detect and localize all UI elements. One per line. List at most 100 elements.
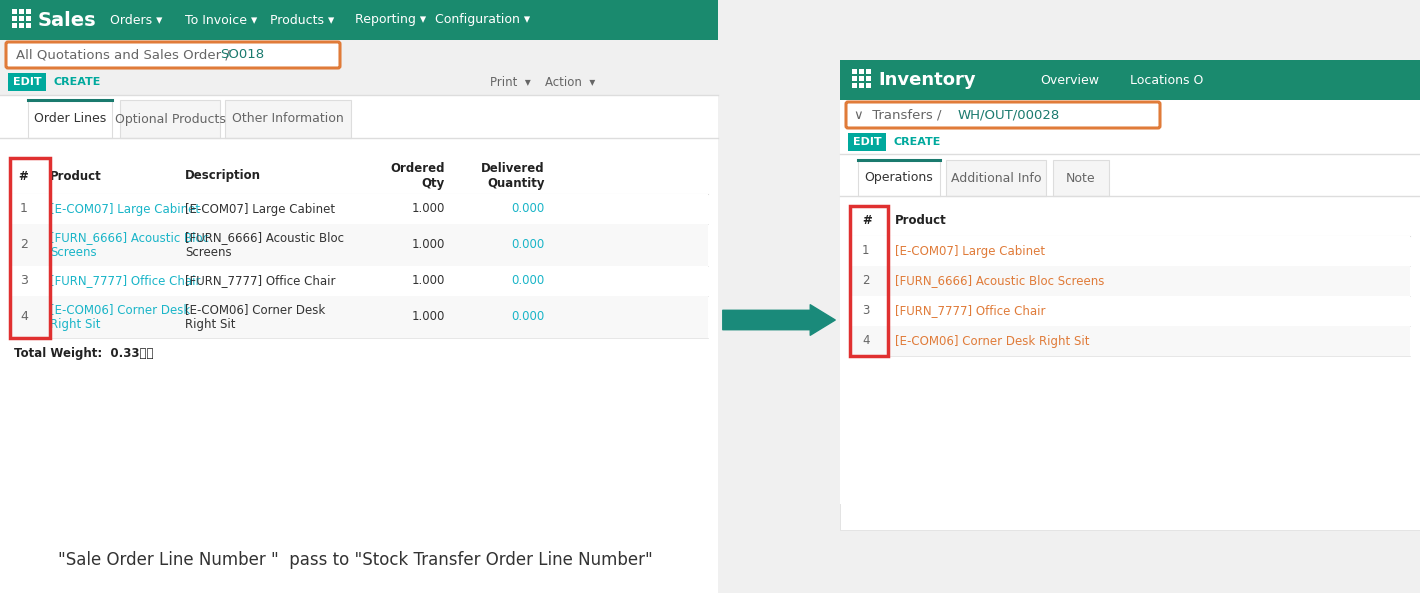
Bar: [9, 73, 45, 91]
Text: [FURN_7777] Office Chair: [FURN_7777] Office Chair: [185, 275, 335, 288]
Bar: [10, 224, 709, 266]
Text: 1.000: 1.000: [412, 275, 444, 288]
Text: WH/OUT/00028: WH/OUT/00028: [959, 109, 1061, 122]
Text: 2: 2: [862, 275, 869, 288]
Bar: [0, 70, 719, 95]
Text: Order Lines: Order Lines: [34, 113, 106, 126]
Text: [FURN_6666] Acoustic Bloc
Screens: [FURN_6666] Acoustic Bloc Screens: [185, 231, 344, 259]
Bar: [11, 16, 17, 21]
Text: EDIT: EDIT: [852, 137, 882, 147]
Text: #: #: [18, 170, 28, 183]
Text: CREATE: CREATE: [893, 137, 940, 147]
Bar: [26, 23, 31, 28]
Bar: [946, 160, 1047, 196]
Text: 1: 1: [862, 244, 869, 257]
Bar: [852, 76, 858, 81]
Bar: [866, 76, 870, 81]
Text: [E-COM07] Large Cabinet: [E-COM07] Large Cabinet: [50, 202, 200, 215]
Bar: [851, 326, 1410, 356]
FancyBboxPatch shape: [846, 102, 1160, 128]
Text: 1.000: 1.000: [412, 238, 444, 251]
Bar: [852, 69, 858, 74]
Text: 3: 3: [862, 304, 869, 317]
Text: Product: Product: [50, 170, 102, 183]
Text: Delivered
Quantity: Delivered Quantity: [481, 162, 545, 190]
Bar: [28, 100, 112, 138]
Text: [FURN_6666] Acoustic Bloc
Screens: [FURN_6666] Acoustic Bloc Screens: [50, 231, 209, 259]
Bar: [848, 133, 886, 151]
Text: EDIT: EDIT: [13, 77, 41, 87]
Bar: [26, 9, 31, 14]
Bar: [852, 83, 858, 88]
Text: 0.000: 0.000: [511, 202, 545, 215]
Text: "Sale Order Line Number "  pass to "Stock Transfer Order Line Number": "Sale Order Line Number " pass to "Stock…: [58, 551, 652, 569]
Text: #: #: [862, 215, 872, 228]
Bar: [1054, 160, 1109, 196]
Bar: [858, 160, 940, 196]
Text: CREATE: CREATE: [53, 77, 101, 87]
Bar: [841, 60, 1420, 100]
Text: Overview: Overview: [1039, 74, 1099, 87]
Text: 4: 4: [20, 311, 28, 324]
Bar: [851, 296, 1410, 326]
Bar: [841, 154, 1420, 504]
Bar: [18, 16, 24, 21]
Text: Sales: Sales: [38, 11, 97, 30]
Bar: [18, 9, 24, 14]
FancyBboxPatch shape: [6, 42, 339, 68]
Bar: [10, 158, 709, 194]
Text: Print  ▾: Print ▾: [490, 75, 531, 88]
Text: Additional Info: Additional Info: [951, 171, 1041, 184]
Text: All Quotations and Sales Order /: All Quotations and Sales Order /: [16, 49, 234, 62]
Bar: [851, 236, 1410, 266]
Text: 3: 3: [20, 275, 28, 288]
Text: Locations O: Locations O: [1130, 74, 1203, 87]
Text: 1: 1: [20, 202, 28, 215]
Bar: [859, 83, 863, 88]
Text: 0.000: 0.000: [511, 311, 545, 324]
Bar: [866, 69, 870, 74]
Bar: [841, 60, 1420, 530]
Text: 2: 2: [20, 238, 28, 251]
Text: [FURN_7777] Office Chair: [FURN_7777] Office Chair: [895, 304, 1045, 317]
Text: Action  ▾: Action ▾: [545, 75, 595, 88]
Bar: [851, 266, 1410, 296]
Text: 1.000: 1.000: [412, 202, 444, 215]
Bar: [10, 158, 50, 338]
Text: Orders ▾: Orders ▾: [109, 14, 162, 27]
Text: Products ▾: Products ▾: [270, 14, 334, 27]
Text: [E-COM06] Corner Desk
Right Sit: [E-COM06] Corner Desk Right Sit: [185, 303, 325, 331]
Text: Ordered
Qty: Ordered Qty: [391, 162, 444, 190]
Bar: [10, 296, 709, 338]
Bar: [121, 100, 220, 138]
Bar: [0, 95, 719, 545]
Bar: [841, 60, 1420, 530]
Text: Description: Description: [185, 170, 261, 183]
Bar: [10, 266, 709, 296]
Text: SO018: SO018: [220, 49, 264, 62]
Text: Product: Product: [895, 215, 947, 228]
Bar: [0, 0, 719, 593]
Text: To Invoice ▾: To Invoice ▾: [185, 14, 257, 27]
Text: Other Information: Other Information: [231, 113, 344, 126]
Bar: [841, 100, 1420, 130]
Text: 0.000: 0.000: [511, 275, 545, 288]
Bar: [26, 16, 31, 21]
Text: [FURN_6666] Acoustic Bloc Screens: [FURN_6666] Acoustic Bloc Screens: [895, 275, 1105, 288]
Text: Reporting ▾: Reporting ▾: [355, 14, 426, 27]
Bar: [859, 76, 863, 81]
Bar: [10, 194, 709, 224]
Text: ∨  Transfers /: ∨ Transfers /: [853, 109, 946, 122]
Text: 4: 4: [862, 334, 869, 347]
Text: Configuration ▾: Configuration ▾: [435, 14, 530, 27]
Text: [E-COM07] Large Cabinet: [E-COM07] Large Cabinet: [185, 202, 335, 215]
Bar: [841, 130, 1420, 154]
Text: 1.000: 1.000: [412, 311, 444, 324]
Text: [FURN_7777] Office Chair: [FURN_7777] Office Chair: [50, 275, 200, 288]
Text: [E-COM06] Corner Desk Right Sit: [E-COM06] Corner Desk Right Sit: [895, 334, 1089, 347]
Text: Total Weight:  0.33公斤: Total Weight: 0.33公斤: [14, 347, 153, 361]
Text: Inventory: Inventory: [878, 71, 976, 89]
Text: [E-COM06] Corner Desk
Right Sit: [E-COM06] Corner Desk Right Sit: [50, 303, 190, 331]
Bar: [859, 69, 863, 74]
FancyArrowPatch shape: [723, 305, 835, 335]
